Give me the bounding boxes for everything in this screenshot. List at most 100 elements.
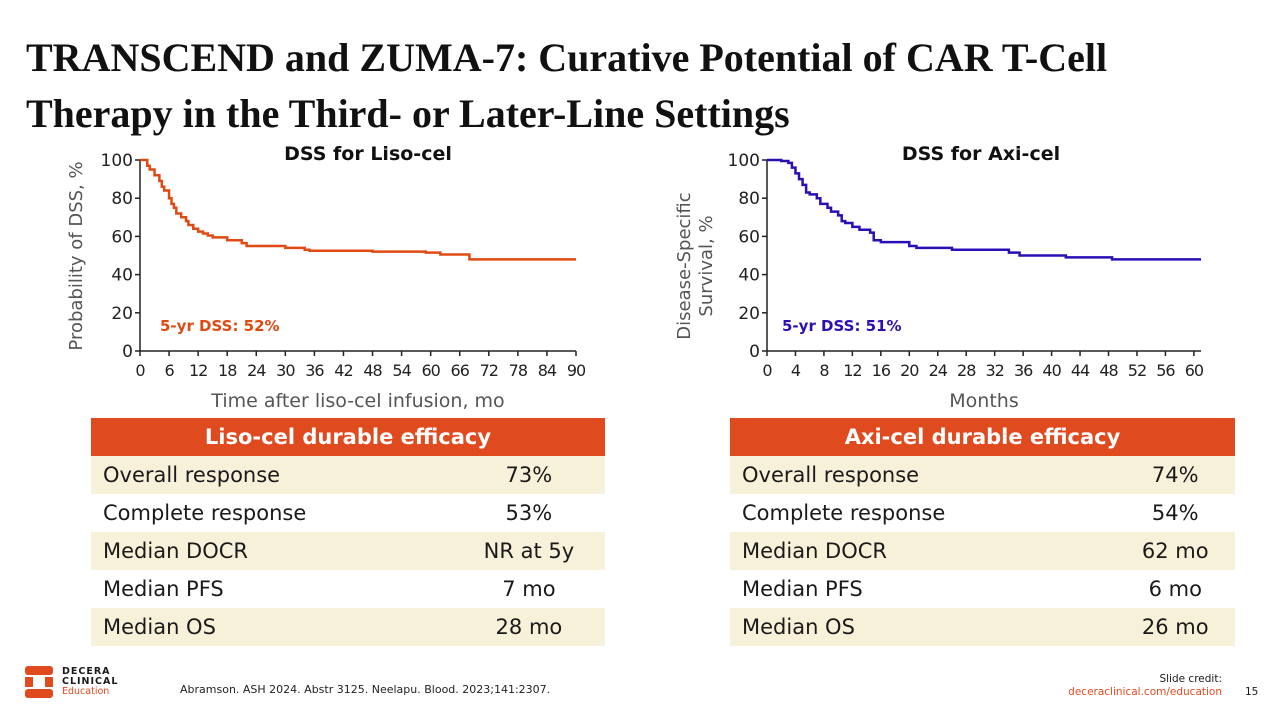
table-row: Median OS 28 mo bbox=[91, 608, 605, 646]
x-tick-label: 32 bbox=[985, 361, 1003, 380]
table-header: Liso-cel durable efficacy bbox=[91, 418, 605, 456]
survival-curve bbox=[767, 158, 1201, 261]
citation: Abramson. ASH 2024. Abstr 3125. Neelapu.… bbox=[180, 683, 551, 696]
row-value: 54% bbox=[1151, 501, 1199, 525]
x-tick-label: 48 bbox=[1099, 361, 1118, 380]
logo-text: DECERA CLINICAL Education bbox=[62, 667, 118, 697]
chart-title: DSS for Liso-cel bbox=[284, 143, 452, 165]
row-value: 26 mo bbox=[1115, 608, 1235, 646]
x-tick-label: 36 bbox=[1014, 361, 1033, 380]
x-tick-label: 56 bbox=[1156, 361, 1175, 380]
row-label: Complete response bbox=[103, 501, 307, 525]
table-row: Median PFS 7 mo bbox=[91, 570, 605, 608]
logo-line: CLINICAL bbox=[62, 676, 119, 687]
dss-annotation: 5-yr DSS: 52% bbox=[160, 317, 280, 335]
y-tick-label: 20 bbox=[111, 304, 133, 324]
x-tick-label: 6 bbox=[164, 361, 174, 380]
row-label: Complete response bbox=[742, 501, 946, 525]
x-tick-label: 20 bbox=[900, 361, 919, 380]
table-row: Complete response 54% bbox=[730, 494, 1235, 532]
row-value: 73% bbox=[452, 456, 605, 494]
row-value: 28 mo bbox=[452, 608, 605, 646]
x-tick-label: 42 bbox=[334, 361, 352, 380]
y-tick-label: 0 bbox=[122, 342, 133, 362]
x-tick-label: 24 bbox=[929, 361, 948, 380]
table-row: Overall response 74% bbox=[730, 456, 1235, 494]
table-row: Complete response 53% bbox=[91, 494, 605, 532]
y-tick-label: 80 bbox=[738, 189, 760, 209]
y-tick-label: 20 bbox=[738, 304, 760, 324]
credit-label: Slide credit: bbox=[1159, 673, 1222, 685]
x-axis-label: Time after liso-cel infusion, mo bbox=[210, 390, 504, 412]
decera-logo-icon bbox=[25, 666, 53, 698]
x-tick-label: 16 bbox=[872, 361, 891, 380]
x-tick-label: 12 bbox=[189, 361, 207, 380]
x-tick-label: 84 bbox=[538, 361, 557, 380]
x-tick-label: 18 bbox=[218, 361, 237, 380]
x-tick-label: 60 bbox=[1185, 361, 1204, 380]
axi-cel-table: Axi-cel durable efficacy Overall respons… bbox=[730, 418, 1235, 646]
row-label: Median DOCR bbox=[730, 532, 1116, 570]
row-value: 6 mo bbox=[1148, 577, 1202, 601]
table-header: Axi-cel durable efficacy bbox=[730, 418, 1235, 456]
x-tick-label: 28 bbox=[957, 361, 976, 380]
row-label: Median PFS bbox=[103, 577, 224, 601]
table-row: Median OS 26 mo bbox=[730, 608, 1235, 646]
survival-curve bbox=[140, 158, 576, 261]
x-tick-label: 0 bbox=[762, 361, 772, 380]
x-tick-label: 0 bbox=[135, 361, 145, 380]
logo-line: Education bbox=[62, 686, 110, 697]
x-tick-label: 8 bbox=[819, 361, 829, 380]
y-tick-label: 100 bbox=[101, 151, 133, 171]
y-tick-label: 60 bbox=[111, 227, 133, 247]
x-tick-label: 44 bbox=[1071, 361, 1090, 380]
x-tick-label: 12 bbox=[843, 361, 861, 380]
row-label: Median OS bbox=[730, 608, 1116, 646]
x-tick-label: 60 bbox=[421, 361, 440, 380]
page-number: 15 bbox=[1245, 686, 1259, 698]
x-tick-label: 30 bbox=[276, 361, 295, 380]
x-tick-label: 40 bbox=[1042, 361, 1061, 380]
y-axis-label: Probability of DSS, % bbox=[66, 161, 87, 350]
row-label: Median OS bbox=[91, 608, 453, 646]
y-tick-label: 80 bbox=[111, 189, 133, 209]
logo-line: DECERA bbox=[62, 666, 111, 677]
y-tick-label: 0 bbox=[749, 342, 760, 362]
slide-title: TRANSCEND and ZUMA-7: Curative Potential… bbox=[26, 35, 1108, 136]
y-tick-label: 100 bbox=[728, 151, 760, 171]
x-tick-label: 48 bbox=[363, 361, 382, 380]
row-label: Median PFS bbox=[742, 577, 863, 601]
dss-annotation: 5-yr DSS: 51% bbox=[782, 317, 902, 335]
row-label: Overall response bbox=[730, 456, 1116, 494]
x-tick-label: 36 bbox=[305, 361, 324, 380]
row-value: 7 mo bbox=[502, 577, 556, 601]
table-row: Median PFS 6 mo bbox=[730, 570, 1235, 608]
credit-link[interactable]: deceraclinical.com/education bbox=[1068, 686, 1222, 698]
row-label: Median DOCR bbox=[91, 532, 453, 570]
x-tick-label: 90 bbox=[567, 361, 586, 380]
y-tick-label: 60 bbox=[738, 227, 760, 247]
row-value: 53% bbox=[505, 501, 553, 525]
row-value: 74% bbox=[1115, 456, 1235, 494]
row-value: NR at 5y bbox=[452, 532, 605, 570]
x-tick-label: 24 bbox=[247, 361, 266, 380]
x-tick-label: 54 bbox=[392, 361, 411, 380]
x-tick-label: 78 bbox=[509, 361, 528, 380]
liso-cel-table: Liso-cel durable efficacy Overall respon… bbox=[91, 418, 605, 646]
table-row: Overall response 73% bbox=[91, 456, 605, 494]
row-value: 62 mo bbox=[1115, 532, 1235, 570]
y-tick-label: 40 bbox=[111, 266, 133, 286]
row-label: Overall response bbox=[91, 456, 453, 494]
x-axis-label: Months bbox=[949, 390, 1018, 412]
x-tick-label: 52 bbox=[1128, 361, 1146, 380]
x-tick-label: 4 bbox=[791, 361, 801, 380]
chart-title: DSS for Axi-cel bbox=[902, 143, 1060, 165]
table-row: Median DOCR 62 mo bbox=[730, 532, 1235, 570]
x-tick-label: 72 bbox=[480, 361, 498, 380]
table-row: Median DOCR NR at 5y bbox=[91, 532, 605, 570]
y-tick-label: 40 bbox=[738, 266, 760, 286]
x-tick-label: 66 bbox=[451, 361, 470, 380]
slide-credit: Slide credit: deceraclinical.com/educati… bbox=[1068, 673, 1222, 699]
y-axis-label: Disease-SpecificSurvival, % bbox=[674, 192, 717, 339]
